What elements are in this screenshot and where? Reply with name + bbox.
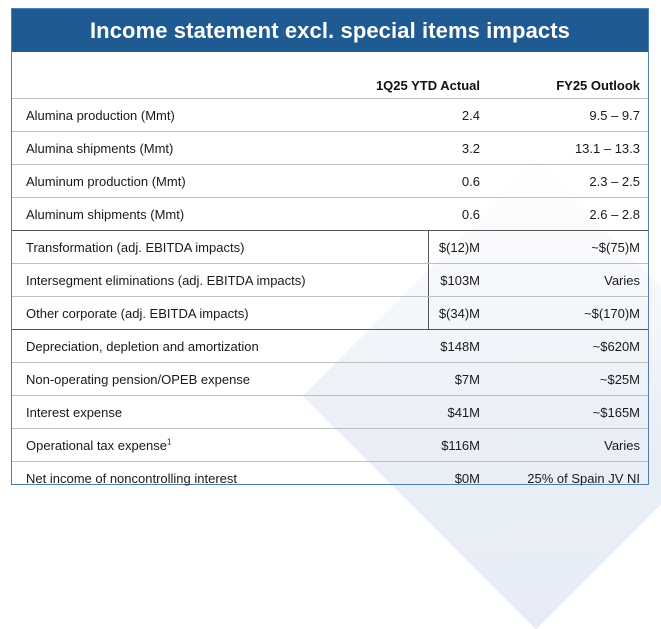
row-label-text: Non-operating pension/OPEB expense (26, 372, 251, 387)
row-label: Net income of noncontrolling interest (26, 471, 237, 486)
table-row: Depreciation, depletion and amortization… (12, 329, 648, 362)
cell-actual: $(34)M (438, 306, 480, 321)
table-row: Intersegment eliminations (adj. EBITDA i… (12, 263, 648, 296)
table-row: Net income of noncontrolling interest $0M… (12, 461, 648, 494)
table-row: Aluminum shipments (Mmt) 0.6 2.6 – 2.8 (12, 197, 648, 230)
cell-actual: $(12)M (438, 240, 480, 255)
cell-outlook: 2.3 – 2.5 (589, 174, 640, 189)
row-label: Non-operating pension/OPEB expense (26, 372, 250, 387)
table-row: Interest expense $41M ~$165M (12, 395, 648, 428)
row-label: Depreciation, depletion and amortization (26, 339, 259, 354)
cell-outlook: 13.1 – 13.3 (574, 141, 640, 156)
row-label-text: Operational tax expense (26, 438, 167, 453)
row-label: Transformation (adj. EBITDA impacts) (26, 240, 244, 255)
row-label-text: Alumina shipments (Mmt) (26, 141, 174, 156)
cell-actual: $103M (440, 273, 480, 288)
row-label-text: Transformation (adj. EBITDA impacts) (26, 240, 245, 255)
table-header: 1Q25 YTD Actual FY25 Outlook (12, 52, 648, 98)
row-label-text: Net income of noncontrolling interest (26, 471, 238, 486)
table-row: Alumina production (Mmt) 2.4 9.5 – 9.7 (12, 98, 648, 131)
cell-outlook: ~$25M (599, 372, 640, 387)
table-body: Alumina production (Mmt) 2.4 9.5 – 9.7 Alum… (12, 98, 648, 494)
cell-actual: 0.6 (461, 174, 480, 189)
row-label: Aluminum production (Mmt) (26, 174, 186, 189)
table-row: Non-operating pension/OPEB expense $7M ~$2… (12, 362, 648, 395)
cell-actual: 0.6 (461, 207, 480, 222)
cell-outlook: ~$620M (592, 339, 640, 354)
cell-actual: $7M (454, 372, 480, 387)
table-row: Alumina shipments (Mmt) 3.2 13.1 – 13.3 (12, 131, 648, 164)
column-divider (428, 264, 429, 296)
column-divider (428, 231, 429, 263)
table-row: Transformation (adj. EBITDA impacts) $(12… (12, 230, 648, 263)
row-label: Alumina production (Mmt) (26, 108, 175, 123)
row-label-text: Aluminum production (Mmt) (26, 174, 186, 189)
row-label: Operational tax expense1 (26, 438, 171, 453)
column-header-actual: 1Q25 YTD Actual (375, 78, 480, 93)
cell-outlook: Varies (604, 438, 640, 453)
cell-actual: $0M (454, 471, 480, 486)
row-label-text: Depreciation, depletion and amortization (26, 339, 259, 354)
page-title: Income statement excl. special items imp… (89, 17, 571, 43)
row-label: Alumina shipments (Mmt) (26, 141, 173, 156)
cell-actual: $41M (447, 405, 480, 420)
cell-outlook: 9.5 – 9.7 (589, 108, 640, 123)
row-label-text: Alumina production (Mmt) (26, 108, 175, 123)
cell-outlook: Varies (604, 273, 640, 288)
cell-outlook: ~$(75)M (591, 240, 640, 255)
footnote-marker: 1 (166, 437, 172, 447)
row-label-text: Interest expense (26, 405, 123, 420)
column-header-outlook: FY25 Outlook (556, 78, 640, 93)
row-label: Intersegment eliminations (adj. EBITDA i… (26, 273, 306, 288)
cell-outlook: ~$(170)M (584, 306, 640, 321)
row-label: Aluminum shipments (Mmt) (26, 207, 184, 222)
cell-actual: 2.4 (461, 108, 480, 123)
row-label: Interest expense (26, 405, 122, 420)
cell-actual: $116M (441, 438, 480, 453)
column-divider (428, 297, 429, 329)
row-label-text: Aluminum shipments (Mmt) (26, 207, 185, 222)
table-row: Other corporate (adj. EBITDA impacts) $(3… (12, 296, 648, 329)
row-label-text: Other corporate (adj. EBITDA impacts) (26, 306, 249, 321)
table-row: Operational tax expense1 $116M Varies (12, 428, 648, 461)
row-label: Other corporate (adj. EBITDA impacts) (26, 306, 249, 321)
cell-outlook: 25% of Spain JV NI (527, 471, 640, 486)
income-statement-panel: Income statement excl. special items imp… (11, 8, 649, 486)
cell-actual: $148M (440, 339, 480, 354)
title-bar: Income statement excl. special items imp… (12, 9, 648, 52)
cell-actual: 3.2 (461, 141, 480, 156)
row-label-text: Intersegment eliminations (adj. EBITDA i… (26, 273, 306, 288)
cell-outlook: 2.6 – 2.8 (589, 207, 640, 222)
table-row: Aluminum production (Mmt) 0.6 2.3 – 2.5 (12, 164, 648, 197)
cell-outlook: ~$165M (592, 405, 640, 420)
